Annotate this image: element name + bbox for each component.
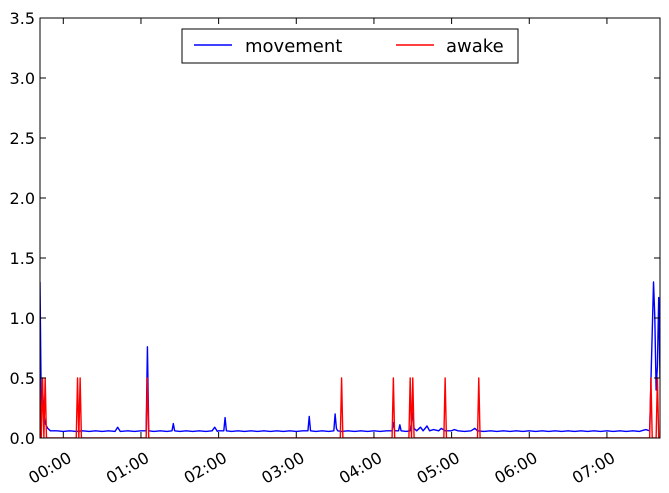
y-tick-label: 3.5	[10, 9, 35, 28]
y-tick-label: 1.0	[10, 309, 35, 328]
plot-frame	[39, 17, 661, 439]
y-tick-label: 2.5	[10, 129, 35, 148]
y-tick-label: 0.5	[10, 369, 35, 388]
y-tick-label: 0.0	[10, 429, 35, 448]
y-tick-label: 3.0	[10, 69, 35, 88]
y-tick-label: 2.0	[10, 189, 35, 208]
legend-box	[181, 28, 519, 64]
series-layer	[40, 281, 660, 438]
legend-label-movement: movement	[245, 36, 342, 57]
legend: movement awake	[181, 28, 519, 64]
series-line-movement	[40, 281, 660, 433]
series-line-awake	[40, 377, 660, 438]
legend-label-awake: awake	[446, 36, 504, 57]
y-tick-label: 1.5	[10, 249, 35, 268]
